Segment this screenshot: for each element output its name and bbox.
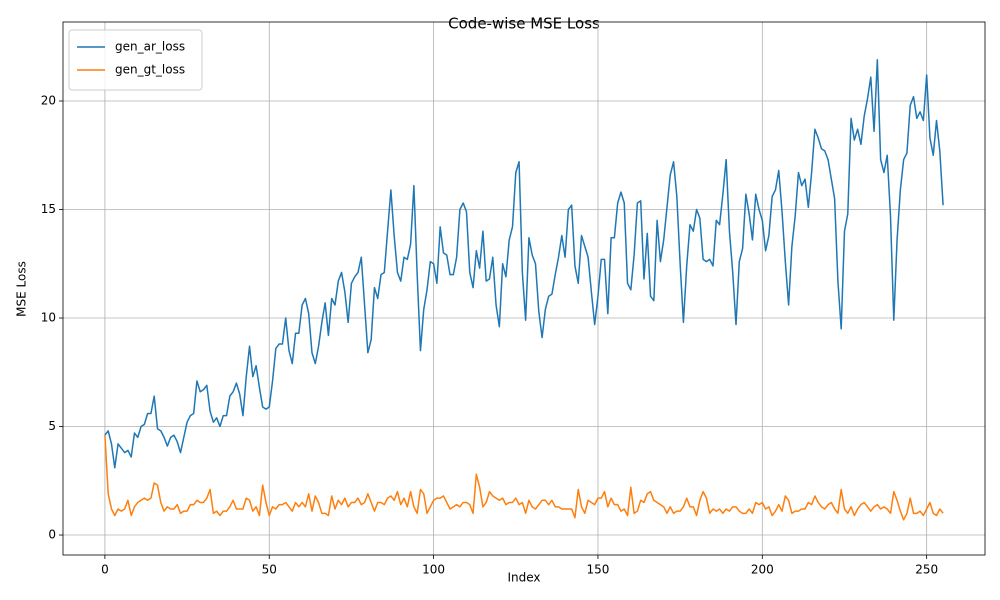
- legend-label: gen_ar_loss: [115, 40, 185, 54]
- chart-title: Code-wise MSE Loss: [448, 15, 600, 33]
- y-tick-label: 0: [48, 528, 56, 542]
- x-tick-label: 250: [915, 563, 938, 577]
- data-line: [104, 435, 944, 521]
- y-axis-label: MSE Loss: [15, 261, 29, 317]
- legend-box: [68, 29, 203, 91]
- y-tick-label: 5: [48, 419, 56, 433]
- x-tick-label: 100: [422, 563, 445, 577]
- axes-frame: [62, 21, 986, 556]
- x-tick-label: 50: [262, 563, 277, 577]
- y-tick-label: 20: [41, 93, 56, 107]
- y-tick-label: 10: [41, 311, 56, 325]
- x-axis-label: Index: [507, 571, 540, 585]
- legend-label: gen_gt_loss: [115, 63, 185, 77]
- x-tick-label: 200: [751, 563, 774, 577]
- y-tick-label: 15: [41, 202, 56, 216]
- x-tick-label: 150: [587, 563, 610, 577]
- data-line: [104, 59, 944, 469]
- x-tick-label: 0: [101, 563, 109, 577]
